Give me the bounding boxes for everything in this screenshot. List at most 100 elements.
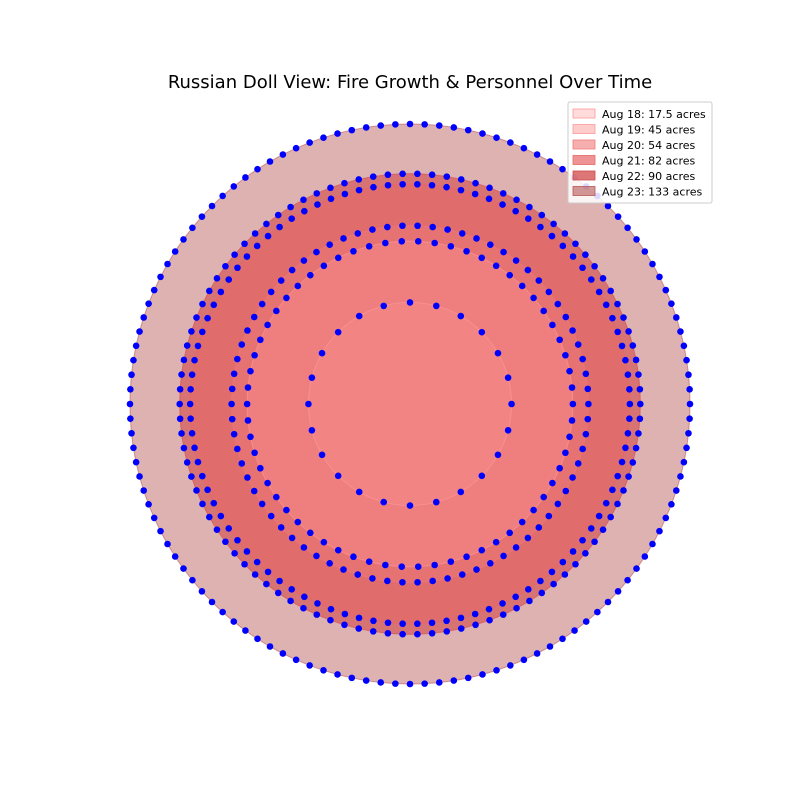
personnel-marker — [406, 299, 414, 306]
legend-swatch — [572, 170, 596, 181]
personnel-marker — [188, 430, 196, 437]
personnel-marker — [568, 417, 576, 424]
personnel-marker — [486, 184, 493, 192]
personnel-marker — [582, 370, 590, 378]
personnel-marker — [566, 367, 573, 375]
personnel-marker — [414, 170, 421, 178]
personnel-marker — [208, 202, 216, 210]
personnel-marker — [273, 307, 280, 315]
personnel-marker — [219, 608, 226, 616]
personnel-marker — [164, 540, 171, 548]
personnel-marker — [686, 415, 693, 422]
personnel-marker — [656, 527, 663, 535]
personnel-marker — [145, 501, 152, 508]
personnel-marker — [607, 287, 614, 295]
personnel-marker — [157, 527, 164, 535]
personnel-marker — [569, 253, 577, 260]
personnel-marker — [126, 400, 134, 408]
personnel-marker — [183, 459, 191, 466]
personnel-marker — [500, 248, 507, 256]
personnel-marker — [421, 121, 428, 128]
personnel-marker — [406, 680, 414, 688]
personnel-marker — [485, 605, 493, 613]
personnel-marker — [512, 207, 519, 215]
personnel-marker — [369, 226, 376, 233]
personnel-marker — [538, 211, 546, 219]
personnel-marker — [520, 144, 528, 152]
personnel-marker — [595, 512, 603, 520]
personnel-marker — [274, 211, 282, 219]
personnel-marker — [537, 223, 544, 231]
personnel-marker — [569, 548, 577, 555]
personnel-marker — [253, 558, 261, 566]
personnel-marker — [637, 400, 644, 408]
personnel-marker — [250, 313, 258, 321]
personnel-marker — [341, 179, 348, 187]
personnel-marker — [499, 611, 507, 618]
personnel-marker — [231, 550, 238, 557]
personnel-marker — [568, 384, 576, 391]
personnel-marker — [562, 487, 570, 495]
personnel-marker — [629, 459, 637, 466]
personnel-marker — [217, 512, 225, 520]
personnel-marker — [392, 680, 399, 687]
personnel-marker — [399, 578, 406, 586]
personnel-marker — [526, 597, 533, 605]
personnel-marker — [636, 385, 644, 393]
personnel-marker — [326, 241, 333, 248]
personnel-marker — [618, 458, 626, 466]
personnel-marker — [188, 371, 196, 379]
personnel-marker — [382, 561, 389, 569]
personnel-marker — [300, 604, 307, 612]
personnel-marker — [504, 426, 512, 434]
personnel-marker — [457, 312, 465, 320]
personnel-marker — [680, 342, 688, 350]
personnel-marker — [157, 273, 164, 281]
personnel-marker — [622, 356, 629, 364]
personnel-marker — [292, 656, 300, 664]
personnel-marker — [253, 242, 261, 250]
personnel-marker — [414, 238, 422, 245]
personnel-marker — [243, 400, 251, 408]
personnel-marker — [369, 173, 377, 180]
personnel-marker — [656, 273, 663, 281]
personnel-marker — [479, 671, 486, 678]
personnel-marker — [662, 286, 670, 294]
personnel-marker — [443, 173, 451, 180]
personnel-marker — [545, 288, 553, 296]
personnel-marker — [636, 415, 644, 423]
personnel-marker — [624, 371, 632, 379]
legend-swatch — [572, 124, 596, 134]
personnel-marker — [228, 415, 236, 423]
personnel-marker — [243, 253, 251, 260]
personnel-marker — [243, 548, 251, 555]
personnel-marker — [217, 288, 225, 296]
personnel-marker — [300, 196, 307, 204]
personnel-marker — [222, 262, 229, 270]
personnel-marker — [569, 400, 577, 408]
personnel-marker — [320, 538, 328, 546]
personnel-marker — [188, 328, 195, 335]
personnel-marker — [199, 300, 206, 308]
personnel-marker — [264, 568, 272, 576]
personnel-marker — [288, 534, 296, 542]
personnel-marker — [587, 276, 595, 283]
personnel-marker — [626, 386, 633, 393]
personnel-marker — [384, 223, 391, 231]
personnel-marker — [276, 223, 283, 231]
personnel-marker — [668, 300, 675, 307]
personnel-marker — [525, 586, 532, 593]
personnel-marker — [429, 577, 436, 585]
personnel-marker — [283, 506, 290, 514]
personnel-marker — [341, 610, 349, 618]
personnel-marker — [380, 498, 388, 506]
personnel-marker — [559, 635, 566, 643]
personnel-marker — [471, 610, 479, 618]
personnel-marker — [234, 536, 241, 544]
personnel-marker — [127, 415, 134, 422]
personnel-marker — [432, 302, 440, 310]
personnel-marker — [150, 514, 158, 522]
legend-label: Aug 22: 90 acres — [602, 170, 696, 183]
personnel-marker — [625, 473, 632, 480]
